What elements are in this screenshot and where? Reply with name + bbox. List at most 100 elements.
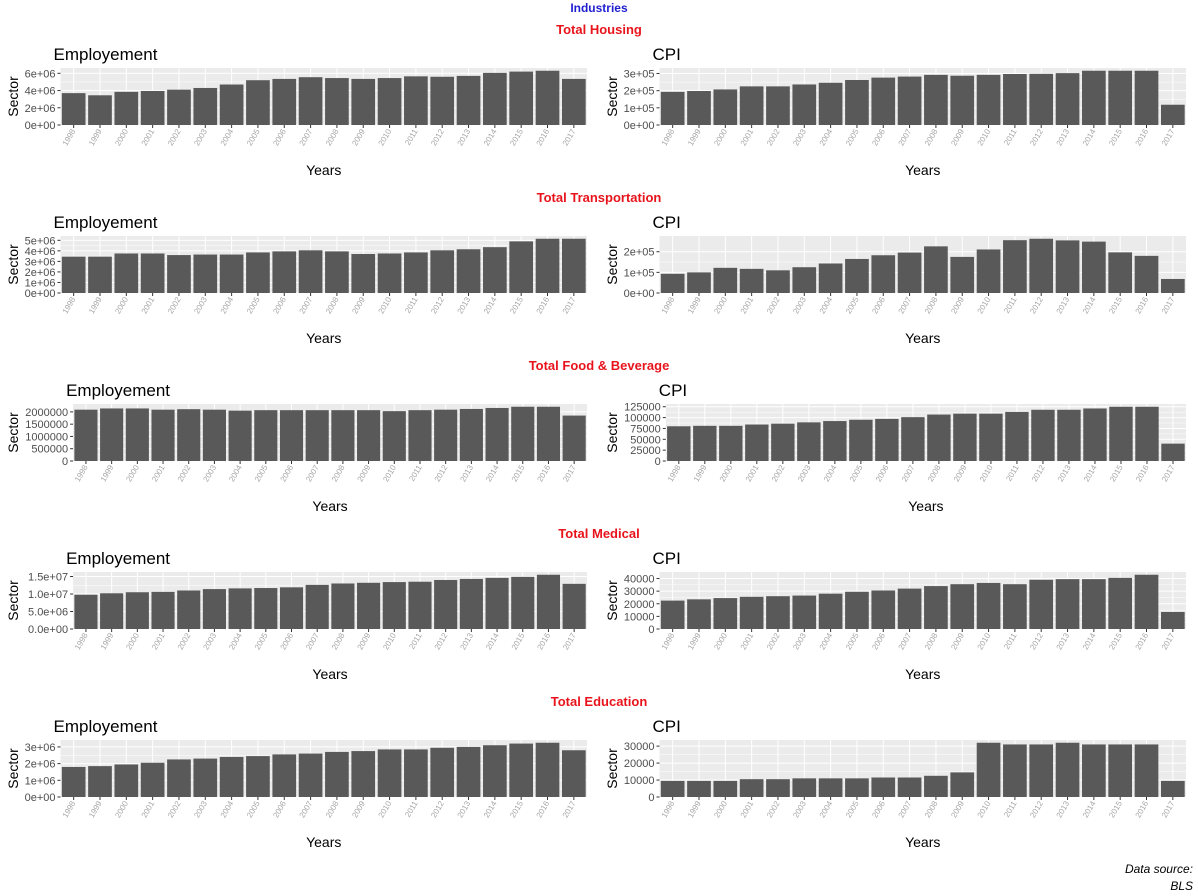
bar-2011	[408, 410, 432, 461]
x-tick-label: 2015	[1108, 463, 1125, 483]
chart-title: CPI	[653, 213, 681, 232]
chart-food-beverage-cpi: 0 25000 50000 75000 100000 125000 1998 1999 2000…	[599, 376, 1198, 526]
bar-1998	[660, 91, 685, 125]
chart-title: CPI	[653, 549, 681, 568]
x-tick-label: 2008	[330, 631, 347, 651]
x-tick-label: 1999	[87, 127, 104, 147]
x-tick-label: 2010	[976, 799, 993, 819]
x-tick-label: 2001	[739, 631, 756, 651]
x-tick-label: 2000	[113, 127, 130, 147]
bar-2010	[377, 749, 402, 797]
x-tick-label: 2014	[1081, 127, 1098, 147]
y-axis-label: Sector	[5, 76, 21, 117]
x-tick-label: 2006	[279, 631, 296, 651]
x-tick-label: 2014	[1081, 295, 1098, 315]
bar-2005	[254, 588, 278, 629]
bar-2014	[485, 407, 509, 461]
x-tick-label: 2004	[818, 631, 835, 651]
bar-2004	[818, 778, 843, 797]
section-title-housing: Total Housing	[556, 22, 642, 37]
y-tick-label: 10000	[624, 775, 655, 787]
x-tick-label: 2012	[1028, 799, 1045, 819]
x-tick-label: 1998	[61, 127, 78, 147]
y-tick-label: 1e+05	[624, 103, 655, 115]
bar-2013	[459, 578, 483, 629]
bar-2001	[151, 409, 175, 461]
bar-2010	[976, 582, 1001, 629]
bar-2006	[871, 777, 896, 797]
x-tick-label: 1998	[660, 295, 677, 315]
bar-2014	[1082, 579, 1106, 629]
bar-2004	[228, 410, 252, 461]
x-tick-label: 2016	[535, 127, 552, 147]
x-tick-label: 2017	[1160, 127, 1177, 147]
x-tick-label: 2001	[150, 631, 167, 651]
x-tick-label: 2016	[1134, 799, 1151, 819]
x-tick-label: 2009	[356, 631, 373, 651]
section-title-education: Total Education	[550, 694, 648, 709]
x-tick-label: 2015	[510, 631, 527, 651]
x-axis-label: Years	[905, 834, 940, 850]
x-tick-label: 2016	[1134, 295, 1151, 315]
bar-2012	[1029, 579, 1054, 629]
bar-2014	[1082, 241, 1106, 293]
x-axis-label: Years	[905, 666, 940, 682]
bar-2008	[331, 583, 355, 629]
bar-2015	[511, 576, 535, 629]
bar-2004	[219, 254, 244, 293]
bar-2006	[272, 754, 297, 797]
y-tick-label: 10000	[624, 611, 655, 623]
x-tick-label: 1998	[660, 799, 677, 819]
x-tick-label: 2017	[1160, 463, 1177, 483]
x-tick-label: 2003	[201, 463, 218, 483]
x-tick-label: 2009	[949, 799, 966, 819]
bar-2014	[483, 745, 507, 797]
bar-2010	[377, 253, 402, 293]
bar-2015	[1108, 577, 1133, 629]
x-tick-label: 2011	[1002, 295, 1019, 315]
bar-2001	[140, 90, 165, 125]
bar-2004	[219, 756, 244, 797]
x-tick-label: 2015	[1107, 127, 1124, 147]
x-tick-label: 2009	[949, 295, 966, 315]
section-title-transportation: Total Transportation	[536, 190, 662, 205]
bar-2011	[404, 749, 428, 797]
bar-2017	[562, 583, 586, 629]
x-tick-label: 2017	[1160, 631, 1177, 651]
bar-2007	[897, 777, 922, 797]
bar-2003	[792, 84, 817, 125]
x-tick-label: 2010	[377, 799, 394, 819]
x-tick-label: 2011	[407, 463, 424, 483]
bar-2006	[272, 251, 297, 293]
bar-1999	[687, 90, 711, 125]
bar-2009	[351, 751, 376, 797]
page-title: Industries	[570, 1, 628, 15]
bar-2003	[193, 254, 218, 293]
bar-2008	[331, 410, 355, 461]
y-tick-label: 125000	[624, 402, 661, 414]
x-tick-label: 2009	[350, 127, 367, 147]
y-tick-label: 0e+00	[25, 120, 56, 132]
x-tick-label: 2005	[245, 127, 262, 147]
bar-2006	[279, 410, 304, 461]
bar-2016	[1134, 70, 1159, 125]
x-tick-label: 2014	[1081, 799, 1098, 819]
y-axis-label: Sector	[604, 748, 620, 789]
section-title-food-beverage: Total Food & Beverage	[528, 358, 670, 373]
bar-2003	[193, 87, 218, 125]
x-tick-label: 2008	[923, 799, 940, 819]
bar-2009	[950, 584, 975, 629]
x-tick-label: 2008	[324, 295, 341, 315]
x-tick-label: 2012	[429, 127, 446, 147]
bar-2010	[979, 413, 1003, 461]
chart-title: Employement	[54, 45, 158, 64]
x-axis-label: Years	[905, 162, 940, 178]
x-tick-label: 2003	[796, 463, 813, 483]
bar-1999	[687, 599, 711, 629]
chart-medical-cpi: 0 10000 20000 30000 40000 1998 1999 2000 2001 200…	[599, 544, 1198, 694]
x-tick-label: 2010	[976, 295, 993, 315]
x-tick-label: 2005	[844, 631, 861, 651]
y-axis-label: Sector	[5, 244, 21, 285]
bar-2016	[1135, 406, 1159, 461]
